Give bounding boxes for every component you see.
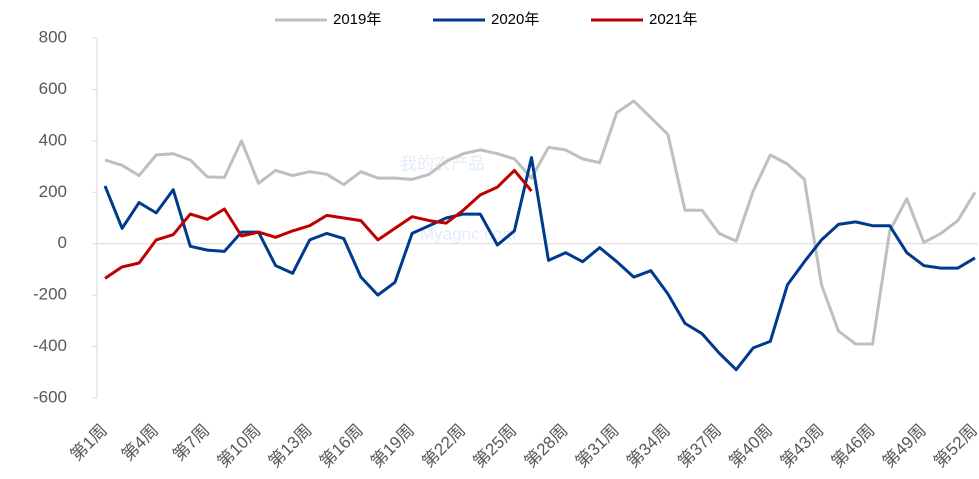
y-tick-label: 800 [39,27,67,46]
x-tick-label: 第40周 [725,421,776,472]
y-tick-label: -600 [33,387,67,406]
series-line [104,99,977,346]
x-tick-label: 第25周 [470,421,521,472]
series-line [103,156,976,372]
x-tick-label: 第46周 [828,421,879,472]
y-tick-label: -400 [33,336,67,355]
x-tick-label: 第49周 [879,421,930,472]
x-tick-label: 第34周 [623,421,674,472]
x-tick-label: 第52周 [930,421,979,472]
series-line [104,168,533,280]
legend-label: 2021年 [649,11,697,28]
legend-label: 2020年 [491,11,539,28]
x-tick-label: 第43周 [777,421,828,472]
y-tick-label: 600 [39,79,67,98]
x-tick-label: 第13周 [265,421,316,472]
x-tick-label: 第37周 [674,421,725,472]
y-tick-label: -200 [33,285,67,304]
x-tick-label: 第4周 [118,421,162,465]
x-tick-label: 第16周 [316,421,367,472]
legend-label: 2019年 [333,11,381,28]
y-tick-label: 400 [39,130,67,149]
x-tick-label: 第10周 [214,421,265,472]
x-tick-label: 第22周 [418,421,469,472]
x-tick-label: 第28周 [521,421,572,472]
y-tick-label: 0 [58,233,67,252]
x-tick-label: 第31周 [572,421,623,472]
x-tick-label: 第1周 [67,421,111,465]
x-tick-label: 第7周 [169,421,213,465]
x-tick-label: 第19周 [367,421,418,472]
y-tick-label: 200 [39,182,67,201]
